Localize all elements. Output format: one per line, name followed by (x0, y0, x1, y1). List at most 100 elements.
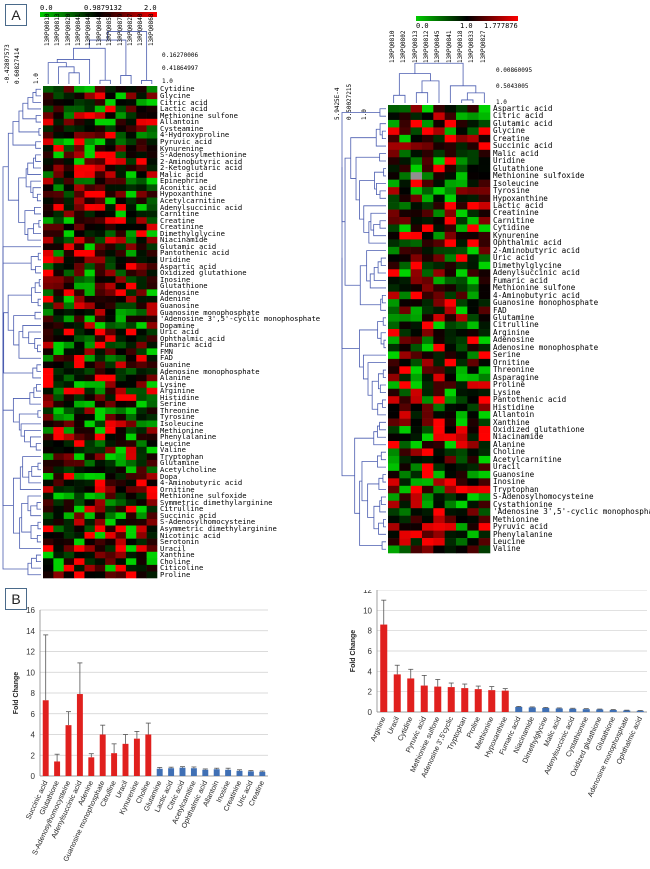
heatmap-cell (105, 505, 116, 513)
heatmap-cell (84, 118, 96, 126)
heatmap-cell (410, 254, 423, 263)
heatmap-cell (399, 530, 411, 539)
heatmap-cell (105, 348, 116, 356)
heatmap-cell (105, 433, 116, 441)
heatmap-cell (94, 145, 106, 152)
heatmap-cell (63, 545, 75, 553)
heatmap-cell (456, 164, 468, 173)
heatmap-cell (478, 373, 491, 382)
heatmap-cell (53, 145, 65, 152)
heatmap-cell (115, 138, 127, 146)
heatmap-cell (125, 518, 137, 526)
heatmap-cell (467, 336, 479, 345)
heatmap-cell (94, 217, 106, 225)
heatmap-cell (410, 119, 423, 128)
heatmap-cell (84, 131, 96, 139)
heatmap-cell (467, 478, 479, 487)
heatmap-cell (94, 354, 106, 362)
heatmap-cell (388, 284, 400, 292)
heatmap-cell (53, 335, 65, 343)
heatmap-cell (63, 466, 75, 474)
bar (515, 706, 523, 712)
heatmap-cell (478, 306, 491, 315)
heatmap-row-label: 2-Ketoglutaric acid (160, 163, 243, 173)
heatmap-cell (84, 387, 96, 395)
heatmap-cell (84, 427, 96, 434)
heatmap-cell (63, 145, 75, 152)
heatmap-cell (388, 246, 400, 255)
heatmap-cell (105, 558, 116, 566)
heatmap-cell (53, 223, 65, 231)
heatmap-cell (115, 433, 127, 441)
heatmap-cell (84, 164, 96, 172)
heatmap-cell (433, 209, 445, 218)
heatmap-cell (399, 314, 411, 322)
heatmap-cell (136, 151, 147, 159)
heatmap-cell (422, 396, 434, 404)
row-dendrogram-branch (3, 312, 33, 374)
heatmap-cell (444, 306, 457, 315)
heatmap-cell (84, 368, 96, 375)
heatmap-cell (125, 361, 137, 369)
heatmap-cell (467, 441, 479, 449)
bar (190, 768, 197, 776)
heatmap-cell (433, 508, 445, 516)
heatmap-cell (136, 414, 147, 421)
heatmap-cell (74, 315, 85, 323)
row-dendrogram-branch (37, 410, 41, 418)
heatmap-cell (399, 142, 411, 151)
column-dendrogram-branch (414, 62, 464, 86)
heatmap-cell (43, 466, 54, 474)
heatmap-cell (105, 328, 116, 336)
heatmap-cell (84, 295, 96, 303)
row-dendrogram-branch (377, 373, 384, 390)
heatmap-cell (43, 99, 54, 106)
heatmap-row-label: Kynurenine (493, 230, 539, 240)
heatmap-cell (433, 202, 445, 210)
heatmap-cell (444, 366, 457, 375)
heatmap-cell (388, 217, 400, 225)
heatmap-cell (478, 530, 491, 539)
heatmap-cell (456, 373, 468, 382)
heatmap-cell (125, 86, 137, 93)
heatmap-cell (146, 414, 158, 421)
heatmap-cell (53, 184, 65, 192)
heatmap-cell (478, 246, 491, 255)
panel-label-b: B (5, 588, 27, 610)
heatmap-cell (444, 545, 457, 554)
heatmap-cell (115, 407, 127, 415)
heatmap-row-label: Leucine (160, 438, 191, 448)
heatmap-cell (146, 374, 158, 382)
heatmap-cell (53, 558, 65, 566)
heatmap-cell (115, 427, 127, 434)
heatmap-cell (63, 348, 75, 356)
heatmap-row-label: Dimethylglycine (493, 260, 562, 270)
heatmap-cell (74, 551, 85, 559)
heatmap-cell (136, 512, 147, 520)
heatmap-cell (399, 515, 411, 524)
heatmap-cell (115, 341, 127, 349)
heatmap-cell (125, 492, 137, 500)
heatmap-cell (43, 184, 54, 192)
heatmap-cell (422, 470, 434, 479)
heatmap-cell (146, 171, 158, 179)
heatmap-cell (84, 473, 96, 480)
heatmap-row-label: Proline (493, 380, 526, 390)
heatmap-cell (422, 194, 434, 203)
heatmap-cell (136, 571, 147, 579)
heatmap-cell (63, 322, 75, 330)
heatmap-cell (146, 341, 158, 349)
heatmap-cell (467, 202, 479, 210)
heatmap-cell (136, 105, 147, 113)
heatmap-row-label: Oxidized glutathione (493, 425, 585, 434)
heatmap-row-label: Glutamic acid (493, 118, 553, 128)
heatmap-cell (444, 254, 457, 263)
heatmap-cell (105, 322, 116, 330)
heatmap-row-label: Isoleucine (493, 178, 539, 188)
heatmap-cell (444, 127, 457, 136)
heatmap-cell (136, 164, 147, 172)
heatmap-cell (478, 224, 491, 233)
heatmap-cell (43, 394, 54, 402)
heatmap-row-label: Acetylcholine (160, 464, 217, 474)
heatmap-cell (388, 538, 400, 546)
